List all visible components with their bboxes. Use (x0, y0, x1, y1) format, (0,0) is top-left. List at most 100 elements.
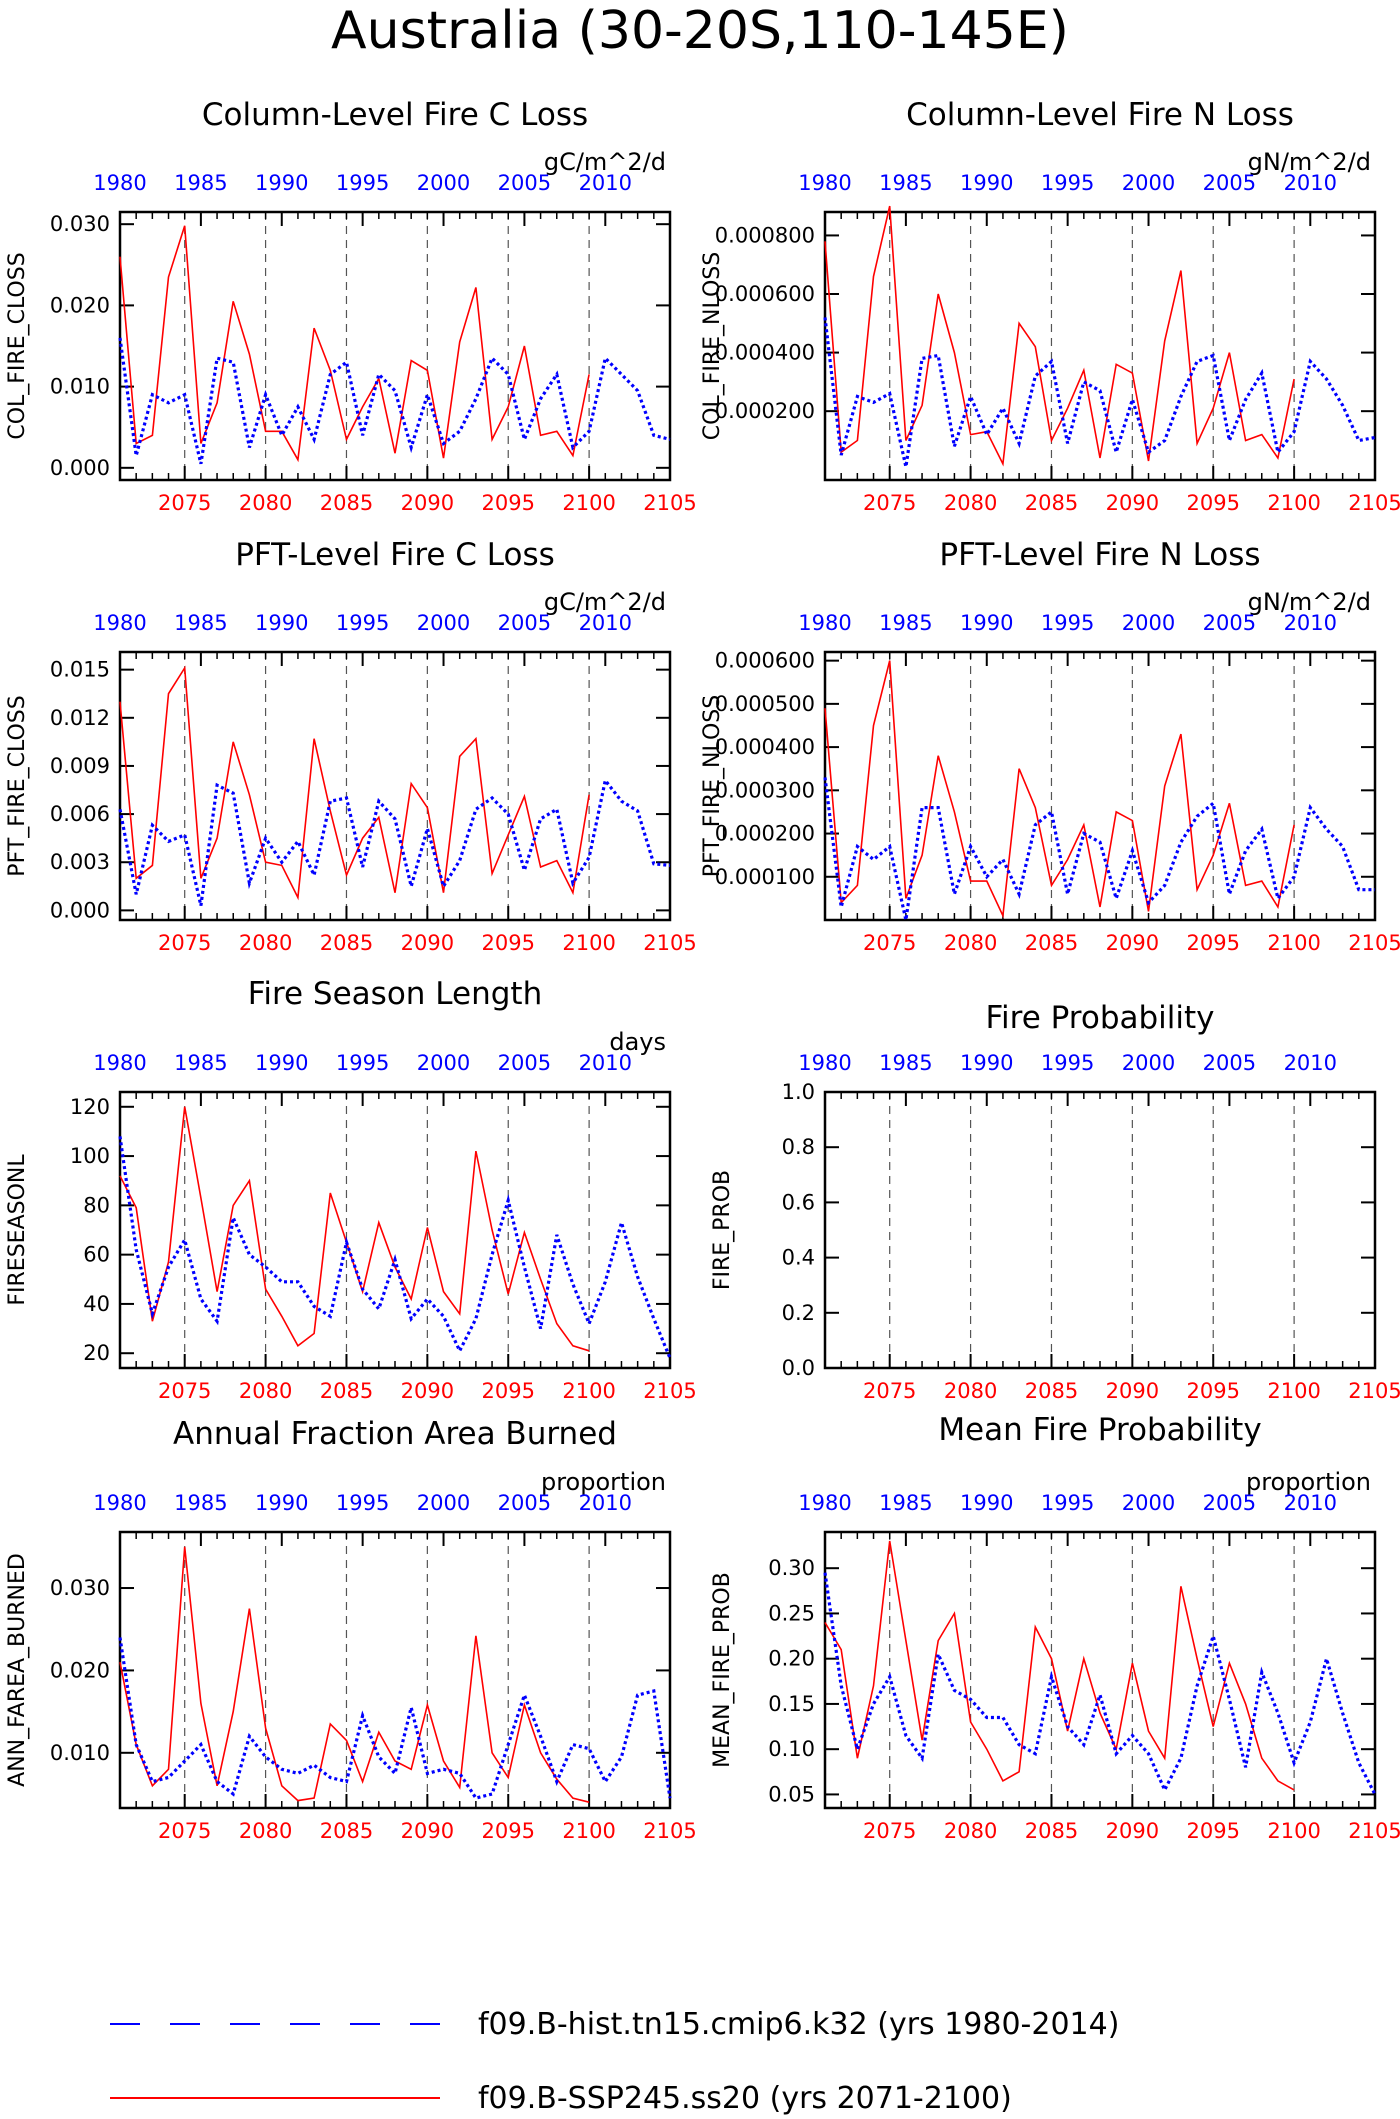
y-axis-label: FIRE_PROB (710, 1170, 735, 1290)
series-line-ssp (119, 1546, 590, 1803)
y-tick-label: 0.000200 (715, 822, 815, 846)
x-bottom-tick-label: 2100 (1267, 491, 1320, 515)
x-bottom-tick-label: 2080 (944, 1819, 997, 1843)
x-top-tick-label: 1985 (174, 1051, 227, 1075)
x-bottom-tick-label: 2075 (863, 491, 916, 515)
x-top-tick-label: 2000 (1122, 611, 1175, 635)
x-top-tick-label: 1985 (879, 1491, 932, 1515)
series-line-ssp (824, 205, 1295, 467)
y-tick-label: 80 (83, 1193, 110, 1217)
x-bottom-tick-label: 2105 (1348, 1379, 1400, 1403)
x-bottom-tick-label: 2105 (1348, 491, 1400, 515)
x-top-tick-label: 2000 (1122, 171, 1175, 195)
y-tick-label: 0.000300 (715, 778, 815, 802)
x-bottom-tick-label: 2100 (1267, 1379, 1320, 1403)
x-bottom-tick-label: 2080 (239, 491, 292, 515)
y-tick-label: 0.000600 (715, 282, 815, 306)
panel-title: Mean Fire Probability (938, 1412, 1261, 1448)
y-tick-label: 0.009 (50, 754, 110, 778)
x-top-tick-label: 1995 (336, 1051, 389, 1075)
x-bottom-tick-label: 2095 (1187, 931, 1240, 955)
x-bottom-tick-label: 2105 (643, 1819, 696, 1843)
x-top-tick-label: 1985 (174, 171, 227, 195)
x-top-tick-label: 1995 (336, 611, 389, 635)
x-bottom-tick-label: 2085 (1025, 491, 1078, 515)
x-top-tick-label: 2005 (1203, 171, 1256, 195)
series-line-hist (823, 1572, 1377, 1796)
units-label: days (609, 1028, 666, 1056)
y-tick-label: 20 (83, 1341, 110, 1365)
y-tick-label: 120 (70, 1095, 110, 1119)
x-bottom-tick-label: 2100 (562, 491, 615, 515)
panel-ann-farea-burned: Annual Fraction Area Burned proportion 207… (5, 1416, 697, 1843)
x-bottom-tick-label: 2090 (401, 1379, 454, 1403)
x-top-tick-label: 2000 (1122, 1491, 1175, 1515)
x-top-tick-label: 1990 (960, 1051, 1013, 1075)
y-tick-label: 0.000100 (715, 865, 815, 889)
x-bottom-tick-label: 2080 (239, 1379, 292, 1403)
x-top-tick-label: 1980 (93, 171, 146, 195)
x-bottom-tick-label: 2075 (158, 1379, 211, 1403)
panel-title: PFT-Level Fire N Loss (939, 537, 1260, 573)
y-tick-label: 0.4 (782, 1246, 815, 1270)
units-label: gN/m^2/d (1248, 588, 1371, 616)
x-top-tick-label: 2005 (498, 1491, 551, 1515)
y-axis-label: FIRESEASONL (5, 1154, 30, 1306)
panel-fire-probability: Fire Probability 2075 2080 2085 2090 2095 2100… (710, 1000, 1400, 1403)
x-bottom-tick-label: 2100 (1267, 1819, 1320, 1843)
x-bottom-tick-label: 2085 (320, 931, 373, 955)
x-bottom-tick-label: 2085 (1025, 1819, 1078, 1843)
y-tick-label: 0.020 (50, 293, 110, 317)
x-bottom-tick-label: 2090 (1106, 491, 1159, 515)
x-bottom-tick-label: 2105 (1348, 1819, 1400, 1843)
x-top-tick-label: 2010 (579, 611, 632, 635)
y-tick-label: 0.006 (50, 802, 110, 826)
x-bottom-tick-label: 2095 (482, 491, 535, 515)
x-top-tick-label: 2000 (417, 611, 470, 635)
y-tick-label: 100 (70, 1144, 110, 1168)
series-line-ssp (824, 1540, 1295, 1791)
y-axis-label: COL_FIRE_NLOSS (700, 252, 725, 440)
x-top-tick-label: 1995 (1041, 611, 1094, 635)
x-top-tick-label: 1990 (960, 611, 1013, 635)
x-bottom-tick-label: 2075 (158, 1819, 211, 1843)
x-top-tick-label: 1985 (879, 611, 932, 635)
y-axis-label: MEAN_FIRE_PROB (710, 1572, 735, 1768)
x-top-tick-label: 2010 (579, 1491, 632, 1515)
x-bottom-tick-label: 2100 (562, 1379, 615, 1403)
x-bottom-tick-label: 2095 (482, 931, 535, 955)
y-tick-label: 0.6 (782, 1190, 815, 1214)
x-bottom-tick-label: 2100 (562, 931, 615, 955)
units-label: proportion (541, 1468, 666, 1496)
x-top-tick-label: 1980 (798, 171, 851, 195)
x-top-tick-label: 1995 (1041, 171, 1094, 195)
y-axis-label: COL_FIRE_CLOSS (5, 252, 30, 439)
x-top-tick-label: 1980 (93, 1051, 146, 1075)
y-axis-label: PFT_FIRE_NLOSS (700, 695, 725, 877)
x-top-tick-label: 1980 (93, 611, 146, 635)
units-label: proportion (1246, 1468, 1371, 1496)
x-top-tick-label: 1990 (255, 1491, 308, 1515)
panel-pft-fire-nloss: PFT-Level Fire N Loss gN/m^2/d 2075 2080 208… (700, 537, 1400, 955)
x-bottom-tick-label: 2090 (1106, 1379, 1159, 1403)
x-bottom-tick-label: 2085 (1025, 1379, 1078, 1403)
x-bottom-tick-label: 2095 (482, 1379, 535, 1403)
x-bottom-tick-label: 2080 (239, 1819, 292, 1843)
y-tick-label: 0.000800 (715, 223, 815, 247)
series-line-hist (823, 777, 1375, 921)
y-tick-label: 40 (83, 1292, 110, 1316)
x-top-tick-label: 1990 (960, 171, 1013, 195)
x-bottom-tick-label: 2095 (1187, 1819, 1240, 1843)
y-tick-label: 0.10 (768, 1737, 815, 1761)
y-tick-label: 0.20 (768, 1647, 815, 1671)
legend: f09.B-hist.tn15.cmip6.k32 (yrs 1980-2014… (110, 2007, 1119, 2116)
x-top-tick-label: 1980 (798, 1491, 851, 1515)
x-top-tick-label: 1995 (1041, 1491, 1094, 1515)
x-top-tick-label: 1980 (93, 1491, 146, 1515)
x-top-tick-label: 2000 (417, 1051, 470, 1075)
panel-title: Fire Season Length (248, 976, 542, 1012)
y-tick-label: 0.012 (50, 706, 110, 730)
x-top-tick-label: 2000 (1122, 1051, 1175, 1075)
series-line-ssp (824, 660, 1295, 919)
y-tick-label: 0.010 (50, 1741, 110, 1765)
